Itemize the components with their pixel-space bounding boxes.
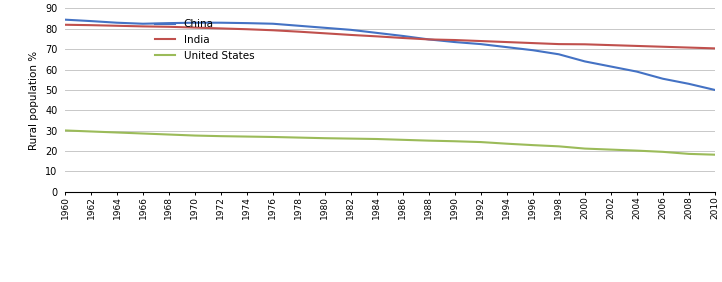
India [425,38,433,41]
United States [295,136,303,139]
China [710,88,719,92]
United States [243,135,251,138]
China [347,28,355,32]
India [580,43,589,46]
India [710,47,719,50]
India [477,39,485,43]
China [684,82,693,85]
United States [113,131,121,134]
China [503,45,511,49]
India [87,23,95,27]
China [606,65,615,68]
China [165,21,173,25]
Line: India: India [65,25,715,49]
India [503,40,511,44]
India [373,35,381,38]
China [373,31,381,35]
United States [684,152,693,156]
United States [554,145,563,148]
India [217,27,225,30]
United States [139,132,147,135]
China [658,77,667,80]
China [399,34,407,38]
United States [451,140,459,143]
India [191,26,199,29]
India [554,42,563,46]
Legend: China, India, United States: China, India, United States [155,19,254,61]
India [243,28,251,31]
United States [580,147,589,150]
China [529,49,537,52]
United States [191,134,199,137]
China [554,52,563,56]
United States [347,137,355,140]
United States [269,135,277,139]
United States [529,144,537,147]
India [632,44,641,48]
China [217,21,225,25]
China [191,21,199,25]
China [139,22,147,25]
United States [61,129,69,132]
United States [425,139,433,142]
China [61,18,69,21]
India [321,32,329,35]
India [684,46,693,49]
India [113,24,121,27]
China [321,26,329,30]
China [580,60,589,63]
India [165,25,173,28]
United States [217,135,225,138]
United States [87,130,95,133]
India [658,45,667,49]
Line: China: China [65,20,715,90]
China [632,70,641,73]
United States [373,137,381,141]
Y-axis label: Rural population %: Rural population % [30,50,40,150]
India [347,33,355,37]
India [139,25,147,28]
China [477,42,485,46]
Line: United States: United States [65,131,715,155]
China [113,21,121,25]
United States [606,148,615,151]
United States [165,133,173,136]
United States [632,149,641,152]
India [606,43,615,47]
India [295,30,303,33]
China [269,22,277,25]
United States [321,136,329,140]
United States [503,142,511,146]
India [451,38,459,42]
China [243,21,251,25]
United States [710,153,719,157]
United States [399,138,407,142]
United States [658,150,667,153]
India [529,41,537,45]
China [87,19,95,23]
China [295,24,303,27]
India [399,36,407,40]
China [451,40,459,44]
India [269,28,277,32]
United States [477,140,485,144]
India [61,23,69,27]
China [425,38,433,41]
